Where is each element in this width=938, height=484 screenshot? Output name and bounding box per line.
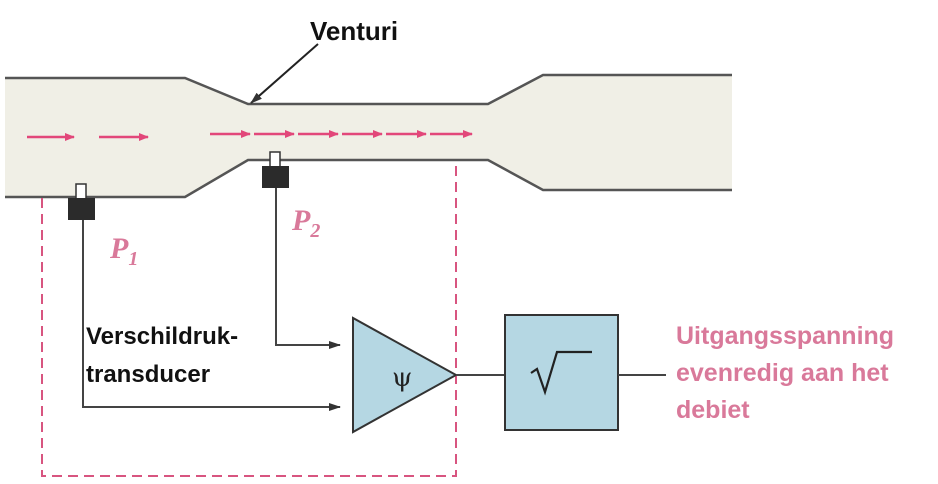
- pressure-tap-p2: [262, 151, 289, 188]
- p1-label: P1: [110, 232, 139, 270]
- output-label: Uitgangsspanning evenredig aan het debie…: [676, 318, 894, 429]
- p2-signal-line: [275, 188, 341, 349]
- transducer-label: Verschildruk- transducer: [86, 318, 238, 394]
- pressure-tap-p1: [68, 183, 95, 220]
- transducer-label-line2: transducer: [86, 361, 211, 388]
- difference-amplifier: [352, 316, 459, 434]
- transducer-label-line1: Verschildruk-: [86, 323, 239, 350]
- venturi-pointer: [250, 43, 319, 104]
- p1-signal-line: [82, 220, 341, 411]
- amplifier-symbol: ψ: [392, 363, 412, 393]
- pipe-bottom-wall: [5, 158, 732, 199]
- flow-arrows: [27, 130, 473, 141]
- output-label-line2: evenredig aan het: [676, 359, 889, 387]
- venturi-pipe: [5, 75, 732, 197]
- dashed-signal-line: [41, 162, 457, 477]
- pipe-top-wall: [5, 73, 732, 106]
- output-label-line1: Uitgangsspanning: [676, 322, 895, 350]
- square-root-block: [504, 314, 619, 431]
- p2-label: P2: [292, 204, 321, 242]
- venturi-label: Venturi: [310, 16, 399, 46]
- sqrt-icon: [530, 350, 592, 396]
- output-label-line3: debiet: [676, 396, 750, 424]
